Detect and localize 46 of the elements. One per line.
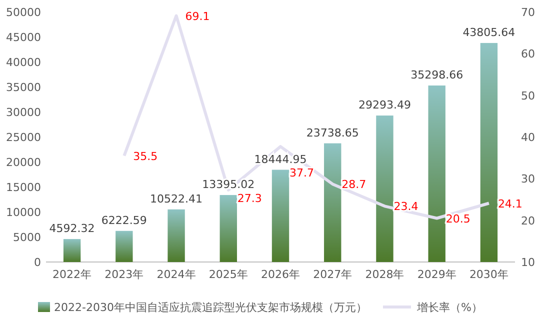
y2-tick-label: 60: [521, 48, 535, 61]
y-tick-label: 25000: [6, 131, 41, 144]
legend-label: 增长率（%）: [416, 301, 482, 314]
y-tick-label: 50000: [6, 6, 41, 19]
data-label: 29293.49: [358, 98, 411, 112]
data-label: 4592.32: [49, 222, 95, 236]
legend-label: 2022-2030年中国自适应抗震追踪型光伏支架市场规模（万元）: [54, 301, 367, 314]
y2-tick-label: 50: [521, 89, 535, 102]
y-tick-label: 20000: [6, 156, 41, 169]
data-label: 23.4: [394, 200, 418, 214]
y-tick-label: 5000: [13, 231, 41, 244]
x-tick-label: 2030年: [469, 268, 508, 281]
data-label: 10522.41: [150, 192, 203, 206]
x-tick-label: 2029年: [417, 268, 456, 281]
x-tick-label: 2022年: [52, 268, 92, 281]
y-tick-label: 30000: [6, 106, 41, 119]
data-label: 18444.95: [254, 152, 307, 166]
x-tick-label: 2028年: [365, 268, 404, 281]
data-label: 27.3: [237, 192, 262, 205]
data-label: 20.5: [446, 212, 470, 226]
y-tick-label: 40000: [6, 56, 41, 69]
data-label: 43805.64: [462, 26, 516, 39]
data-label: 37.7: [290, 166, 314, 180]
x-tick-label: 2023年: [104, 268, 144, 281]
data-label: 35298.66: [410, 68, 464, 82]
data-label: 69.1: [185, 10, 210, 23]
data-label: 28.7: [342, 178, 366, 192]
data-label: 24.1: [498, 197, 522, 210]
y-tick-label: 0: [34, 256, 41, 269]
data-label: 23738.65: [306, 126, 359, 140]
data-label: 35.5: [133, 150, 158, 163]
x-tick-label: 2027年: [313, 268, 352, 281]
y2-tick-label: 20: [521, 214, 535, 228]
data-label: 13395.02: [202, 178, 255, 192]
y-tick-label: 15000: [6, 181, 41, 194]
y-tick-label: 35000: [6, 81, 41, 94]
x-tick-label: 2024年: [156, 268, 196, 281]
data-label: 6222.59: [101, 214, 147, 227]
y2-tick-label: 40: [521, 131, 535, 144]
y2-tick-label: 70: [521, 6, 535, 19]
y-tick-label: 10000: [6, 206, 41, 219]
y2-tick-label: 30: [521, 172, 535, 186]
y-tick-label: 45000: [6, 31, 41, 44]
x-tick-label: 2026年: [261, 268, 300, 281]
x-tick-label: 2025年: [208, 268, 248, 281]
y2-tick-label: 10: [521, 256, 535, 269]
